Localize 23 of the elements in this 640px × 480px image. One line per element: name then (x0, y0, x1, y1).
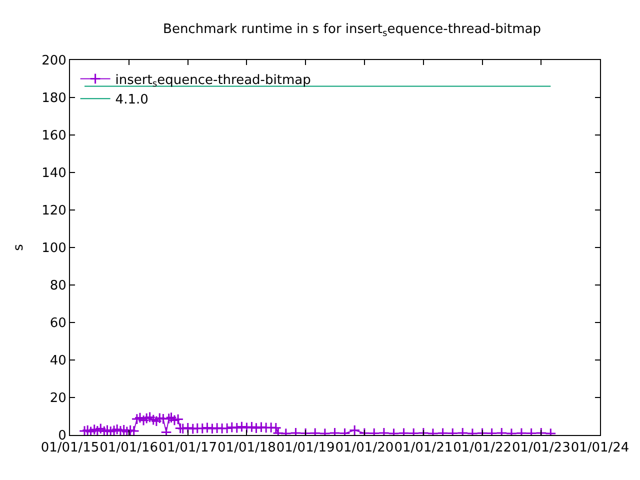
x-tick-label: 01/01/17 (158, 440, 218, 456)
x-tick-label: 01/01/20 (335, 440, 394, 456)
x-tick-label: 01/01/24 (570, 440, 630, 456)
y-tick-label: 20 (50, 391, 66, 406)
x-tick-label: 01/01/22 (453, 440, 512, 456)
y-tick-label: 40 (50, 354, 66, 369)
y-tick-label: 100 (42, 241, 66, 256)
x-tick-label: 01/01/15 (40, 440, 100, 456)
chart-title: Benchmark runtime in s for insert$_{s}$equence-thread-bitmap (163, 22, 541, 39)
y-tick-label: 60 (50, 316, 66, 332)
x-tick-label: 01/01/19 (276, 440, 335, 456)
y-tick-label: 140 (42, 166, 66, 182)
x-tick-label: 01/01/23 (512, 440, 570, 456)
x-tick-label: 01/01/18 (218, 440, 276, 456)
y-tick-label: 80 (50, 278, 66, 294)
x-tick-label: 01/01/21 (394, 440, 453, 456)
y-tick-label: 120 (42, 204, 66, 219)
y-tick-label: 160 (42, 128, 66, 144)
y-tick-label: 200 (42, 54, 66, 69)
x-tick-label: 01/01/16 (100, 440, 158, 456)
y-tick-label: 180 (42, 91, 66, 106)
y-axis-title: s (12, 244, 27, 251)
legend-label: 4.1.0 (115, 92, 148, 108)
